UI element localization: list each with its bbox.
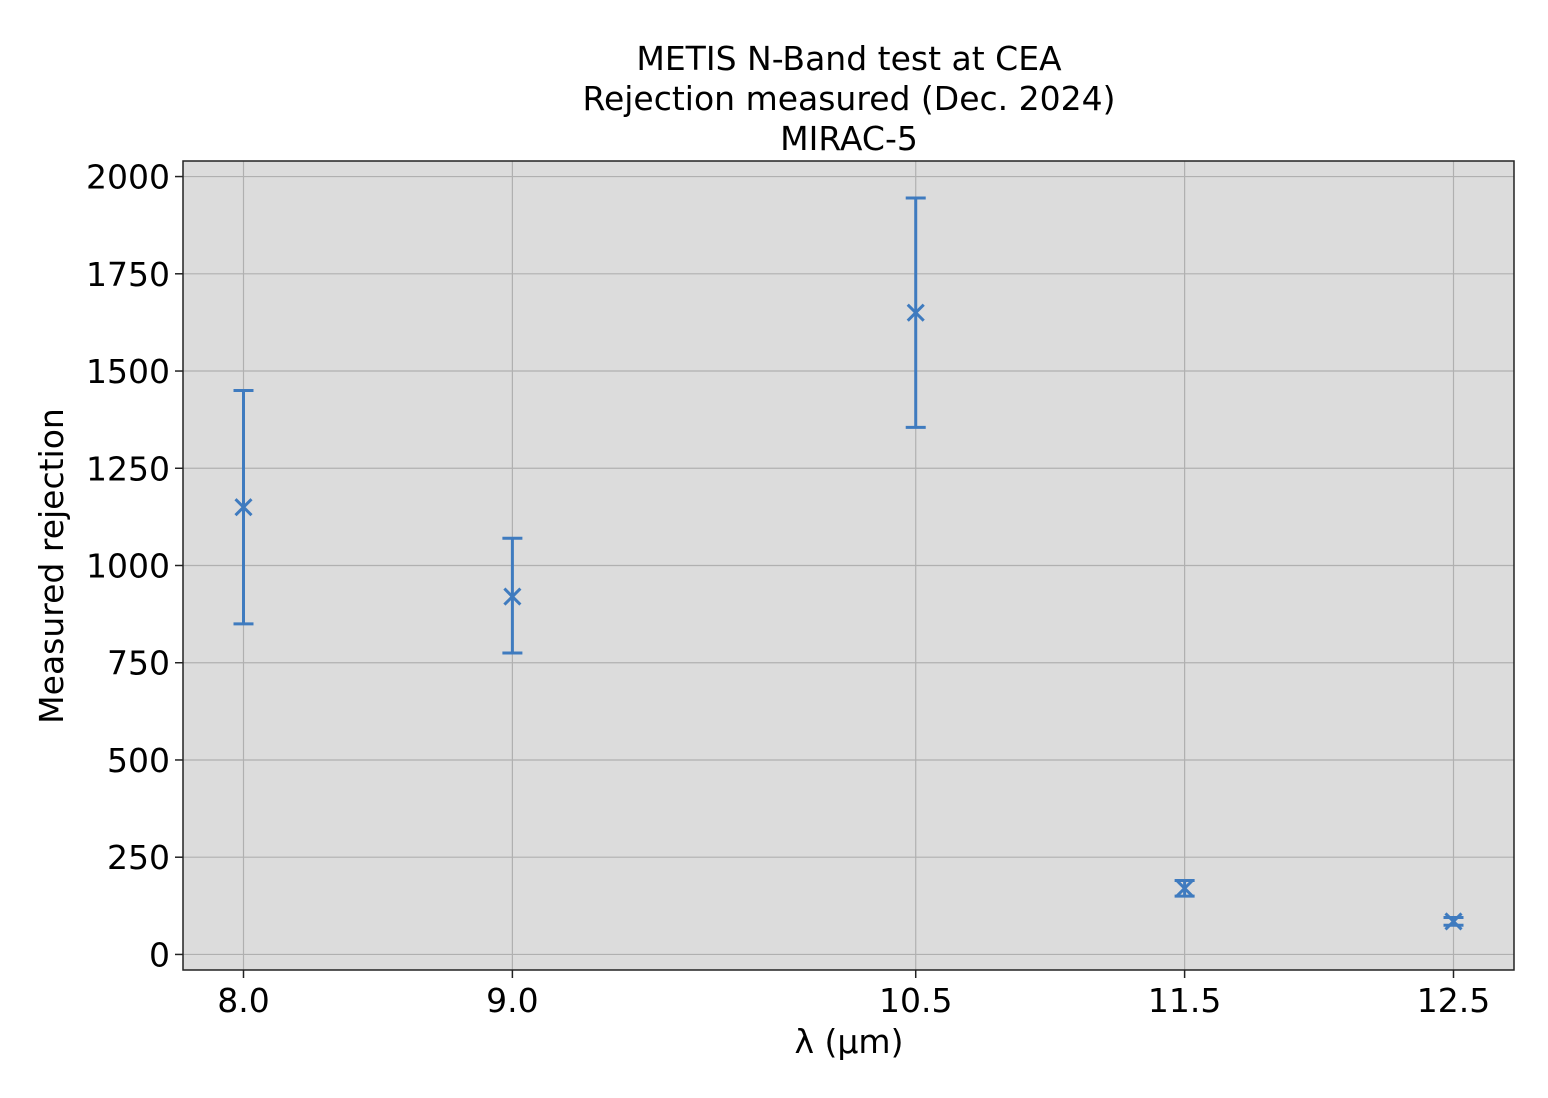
y-axis-label: Measured rejection xyxy=(32,408,71,724)
ticks: 8.0 9.0 10.5 11.5 12.5 0 250 500 750 1000 1250 1500… xyxy=(86,158,1490,1020)
chart-title-line-3: MIRAC-5 xyxy=(780,119,918,158)
y-tick-label: 1500 xyxy=(86,352,170,391)
x-marker xyxy=(234,498,253,517)
data-point xyxy=(1443,912,1464,931)
x-marker xyxy=(1175,879,1194,898)
x-axis-label: λ (µm) xyxy=(795,1022,904,1061)
y-tick-label: 0 xyxy=(149,935,170,974)
data-points xyxy=(233,196,1464,931)
data-point xyxy=(905,196,926,429)
y-tick-label: 1250 xyxy=(86,449,170,488)
x-tick-label: 11.5 xyxy=(1148,981,1221,1020)
chart-title-line-1: METIS N-Band test at CEA xyxy=(636,39,1062,78)
x-marker xyxy=(906,303,925,322)
y-tick-label: 2000 xyxy=(86,158,170,197)
x-tick-label: 10.5 xyxy=(879,981,952,1020)
y-tick-label: 500 xyxy=(107,741,170,780)
chart-title-line-2: Rejection measured (Dec. 2024) xyxy=(583,79,1116,118)
y-tick-label: 250 xyxy=(107,838,170,877)
data-point xyxy=(1174,879,1195,898)
x-tick-label: 9.0 xyxy=(486,981,538,1020)
data-point xyxy=(233,388,254,626)
y-tick-label: 750 xyxy=(107,644,170,683)
data-point xyxy=(502,536,523,655)
plot-frame xyxy=(182,160,1515,971)
x-marker xyxy=(1444,912,1463,931)
x-tick-label: 12.5 xyxy=(1417,981,1490,1020)
x-marker xyxy=(503,587,522,606)
y-tick-label: 1000 xyxy=(86,547,170,586)
x-tick-label: 8.0 xyxy=(217,981,269,1020)
y-tick-label: 1750 xyxy=(86,255,170,294)
